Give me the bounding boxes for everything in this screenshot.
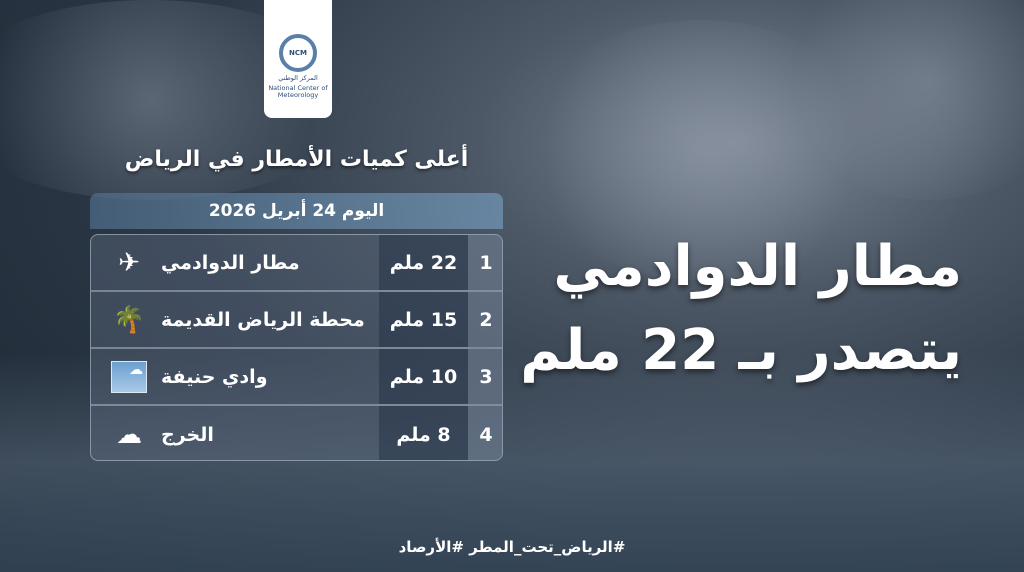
rainfall-table: 1 22 ملم مطار الدوادمي ✈ 2 15 ملم محطة ا…	[90, 234, 503, 461]
ncm-emblem: NCM	[279, 34, 317, 72]
place: مطار الدوادمي	[161, 251, 300, 274]
table-row: 3 10 ملم وادي حنيفة ☁	[91, 349, 502, 406]
date-bar: اليوم 24 أبريل 2026	[90, 193, 503, 229]
place: الخرج	[161, 423, 214, 446]
headline: مطار الدوادمي يتصدر بـ 22 ملم	[520, 225, 962, 393]
table-row: 2 15 ملم محطة الرياض القديمة 🌴	[91, 292, 502, 349]
ncm-logo: NCM المركز الوطني National Center of Met…	[264, 0, 332, 118]
rank: 3	[468, 349, 502, 404]
headline-line1: مطار الدوادمي	[553, 234, 962, 299]
clouds-icon: ☁	[116, 419, 142, 450]
logo-name-en: National Center of Meteorology	[268, 84, 328, 100]
amount: 8 ملم	[379, 406, 468, 460]
rank: 1	[468, 235, 502, 290]
table-row: 4 8 ملم الخرج ☁	[91, 406, 502, 460]
hashtags: #الرياض_تحت_المطر #الأرصاد	[398, 538, 626, 556]
cloud-glyph: ☁	[111, 360, 147, 393]
logo-name-ar: المركز الوطني	[278, 74, 318, 82]
table-row: 1 22 ملم مطار الدوادمي ✈	[91, 235, 502, 292]
palm-tree-icon: 🌴	[112, 304, 146, 335]
amount: 15 ملم	[379, 292, 468, 347]
place: محطة الرياض القديمة	[161, 308, 365, 331]
rank: 4	[468, 406, 502, 460]
table-title: أعلى كميات الأمطار في الرياض	[124, 147, 469, 172]
headline-line2: يتصدر بـ 22 ملم	[520, 318, 962, 383]
rank: 2	[468, 292, 502, 347]
amount: 22 ملم	[379, 235, 468, 290]
sky-cloud-icon: ☁	[109, 349, 149, 404]
amount: 10 ملم	[379, 349, 468, 404]
place: وادي حنيفة	[161, 365, 268, 388]
airplane-icon: ✈	[118, 247, 140, 278]
city-haze	[0, 352, 1024, 572]
